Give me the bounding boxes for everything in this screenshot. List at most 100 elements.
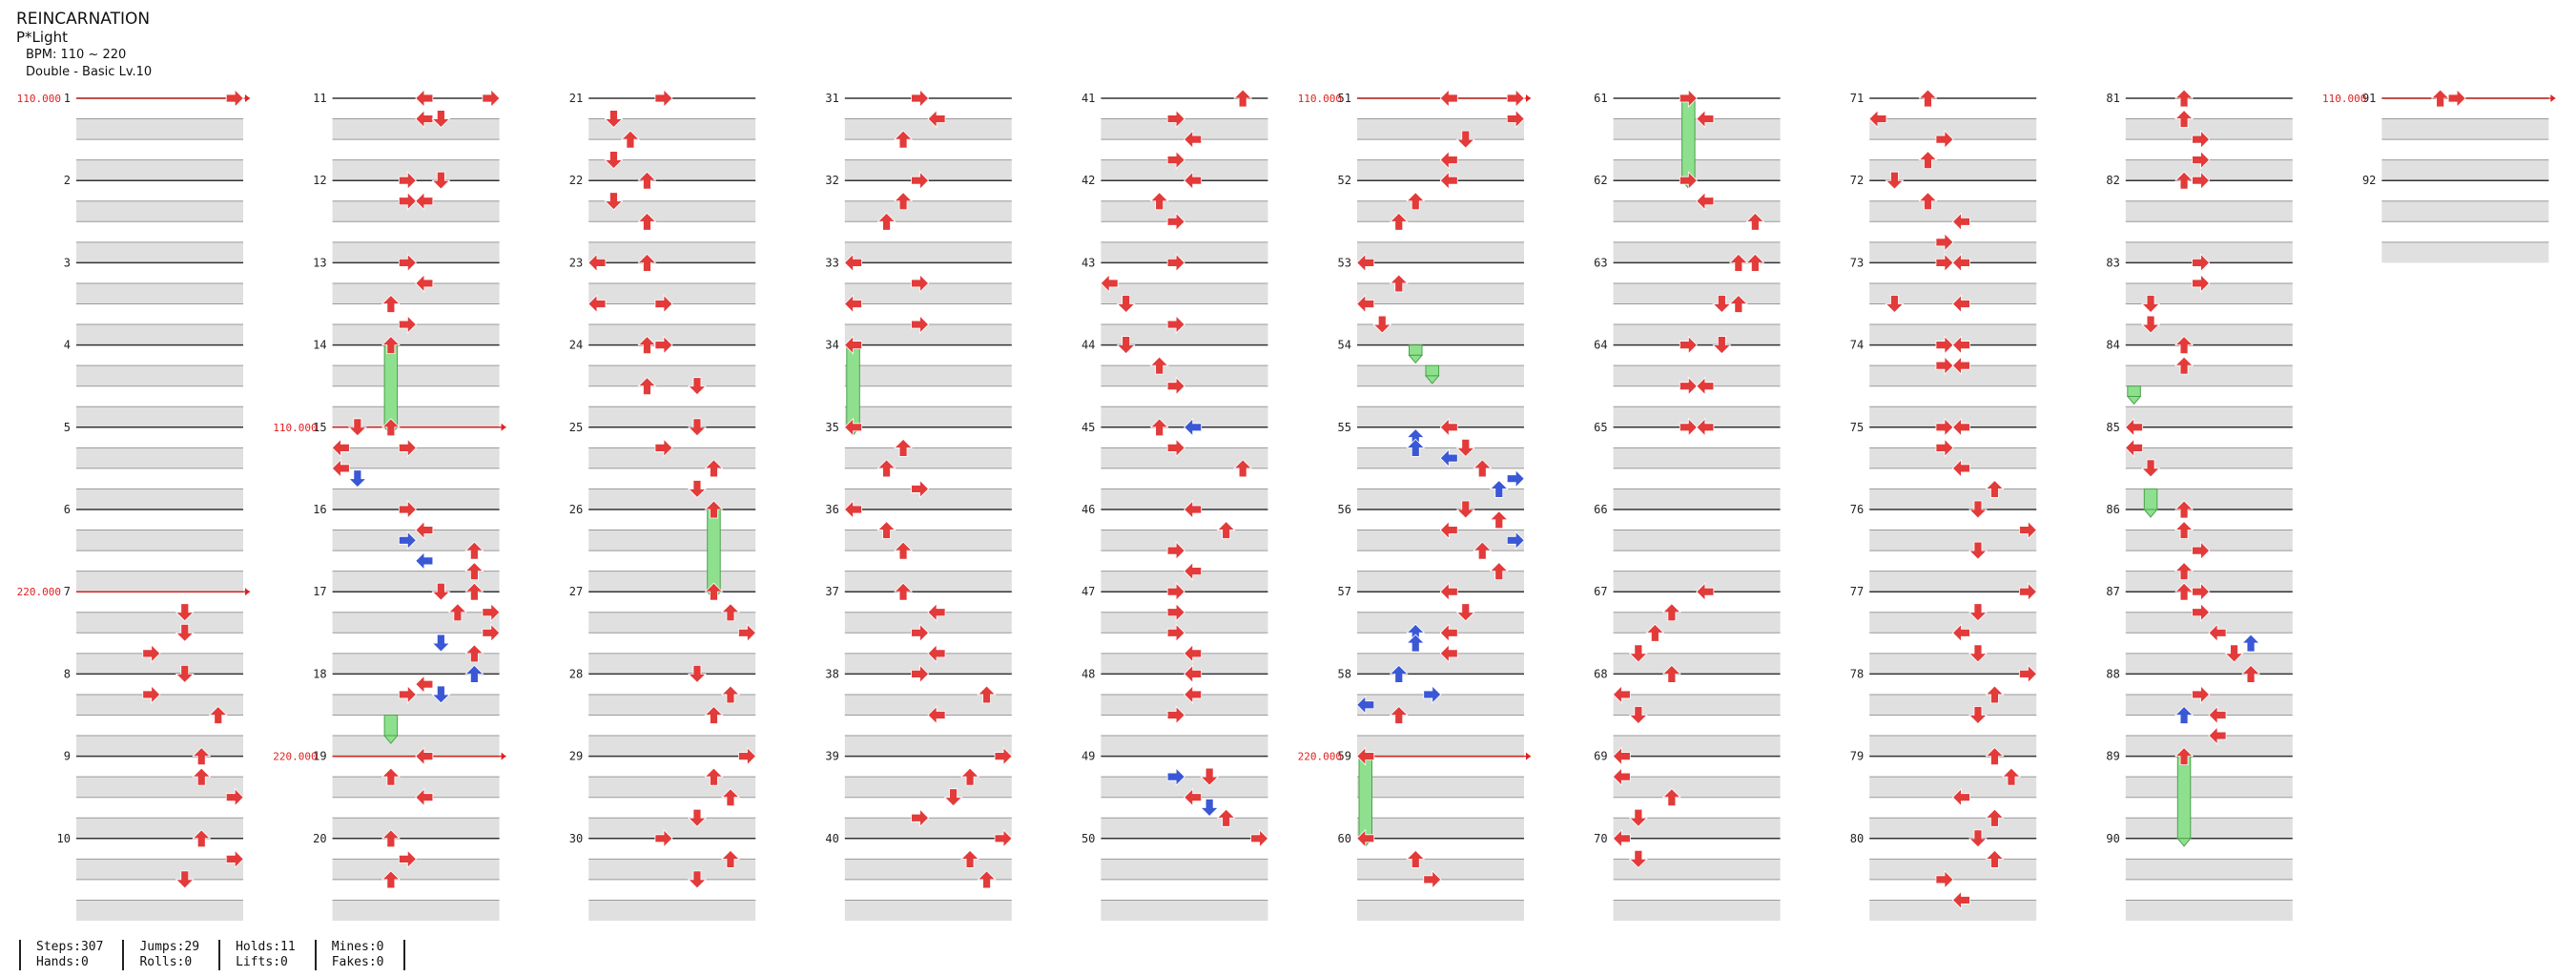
arrow-down-icon	[604, 151, 624, 170]
arrow-up-icon	[208, 705, 228, 724]
measure-number: 56	[1338, 503, 1351, 516]
measure-number: 65	[1594, 421, 1607, 434]
arrow-up-icon	[876, 459, 896, 478]
beat-band	[2125, 900, 2293, 921]
arrow-up-icon	[381, 418, 401, 437]
arrow-up-icon	[960, 767, 980, 786]
hold-note	[1358, 756, 1372, 840]
measure-number: 75	[1850, 421, 1864, 434]
measure-number: 49	[1082, 750, 1095, 763]
beat-band	[1357, 488, 1524, 509]
arrow-right-icon	[1423, 869, 1442, 889]
bpm-label: 220.000	[273, 751, 317, 763]
beat-band	[76, 694, 243, 716]
beat-band	[844, 571, 1012, 592]
measure-number: 22	[569, 174, 583, 187]
arrow-up-icon	[1233, 89, 1253, 108]
beat-band	[76, 488, 243, 509]
arrow-up-icon	[2174, 500, 2195, 519]
beat-band	[332, 324, 500, 345]
arrow-left-icon	[1439, 171, 1458, 191]
bpm-label: 220.000	[17, 586, 61, 598]
beat-band	[332, 777, 500, 798]
measure-number: 67	[1594, 585, 1607, 598]
measure-number: 55	[1338, 421, 1351, 434]
arrow-up-icon	[894, 582, 914, 601]
beat-band	[1357, 777, 1524, 798]
beat-band	[1357, 530, 1524, 551]
arrow-right-icon	[1679, 335, 1698, 355]
measure-number: 91	[2362, 92, 2376, 105]
arrow-right-icon	[2192, 541, 2211, 561]
arrow-up-icon	[2174, 520, 2195, 539]
beat-band	[1357, 736, 1524, 757]
measure-number: 25	[569, 421, 583, 434]
beat-band	[332, 118, 500, 140]
arrow-up-icon	[1233, 459, 1253, 478]
arrow-right-icon	[654, 294, 673, 314]
bpm-flag	[245, 588, 250, 596]
beat-band	[2125, 159, 2293, 181]
arrow-right-icon	[911, 623, 930, 643]
arrow-right-icon	[1935, 232, 1954, 252]
arrow-right-icon	[1935, 438, 1954, 458]
arrow-right-icon	[2019, 664, 2038, 684]
beat-band	[2125, 612, 2293, 634]
arrow-down-icon	[1200, 767, 1220, 786]
beat-band	[844, 900, 1012, 921]
arrow-up-icon	[2174, 109, 2195, 128]
measure-number: 76	[1850, 503, 1864, 516]
arrow-down-icon	[2141, 295, 2161, 314]
arrow-down-icon	[1968, 541, 1988, 560]
beat-band	[844, 365, 1012, 386]
beat-band	[1101, 818, 1268, 839]
beat-band	[332, 159, 500, 181]
arrow-up-icon	[1216, 808, 1236, 827]
arrow-right-icon	[911, 171, 930, 191]
beat-band	[2125, 200, 2293, 222]
beat-band	[1869, 159, 2037, 181]
arrow-left-icon	[2124, 417, 2143, 437]
beat-band	[588, 736, 756, 757]
arrow-left-icon	[1612, 828, 1631, 848]
arrow-right-icon	[738, 746, 757, 766]
measure-number: 39	[825, 750, 838, 763]
beat-band	[1613, 159, 1781, 181]
measure-number: 60	[1338, 832, 1351, 845]
arrow-up-icon	[704, 500, 724, 519]
measure-grid: 1234567891011121314151617181920212223242…	[57, 92, 2549, 921]
arrow-up-icon	[2174, 747, 2195, 765]
arrow-right-icon	[398, 171, 417, 191]
arrow-up-icon	[192, 829, 212, 848]
arrow-up-icon	[1473, 459, 1493, 478]
arrow-up-icon	[1985, 479, 2005, 498]
measure-number: 2	[64, 174, 71, 187]
hold-end	[2176, 838, 2192, 847]
beat-band	[2125, 324, 2293, 345]
beat-band	[1357, 200, 1524, 222]
beat-band	[1101, 777, 1268, 798]
arrow-up-icon	[2241, 664, 2261, 683]
arrow-left-icon	[1184, 171, 1203, 191]
arrow-down-icon	[687, 665, 707, 683]
arrow-up-icon	[381, 767, 401, 786]
measure-number: 40	[825, 832, 838, 845]
arrow-up-icon	[876, 212, 896, 231]
beat-band	[1869, 612, 2037, 634]
beat-band	[1613, 488, 1781, 509]
arrow-up-icon	[720, 603, 740, 622]
arrow-right-icon	[1935, 130, 1954, 150]
stats-col-1: Steps:307 Hands:0	[19, 940, 122, 970]
beat-band	[2125, 859, 2293, 880]
arrow-up-icon	[1389, 212, 1409, 231]
beat-band	[844, 612, 1012, 634]
measure-number: 87	[2106, 585, 2119, 598]
measure-number: 52	[1338, 174, 1351, 187]
beat-band	[2125, 653, 2293, 675]
arrow-left-icon	[1951, 417, 1970, 437]
arrow-up-icon	[1745, 253, 1765, 272]
beat-band	[1357, 859, 1524, 880]
beat-band	[1357, 406, 1524, 427]
arrow-left-icon	[1439, 520, 1458, 540]
arrow-down-icon	[1455, 438, 1475, 457]
